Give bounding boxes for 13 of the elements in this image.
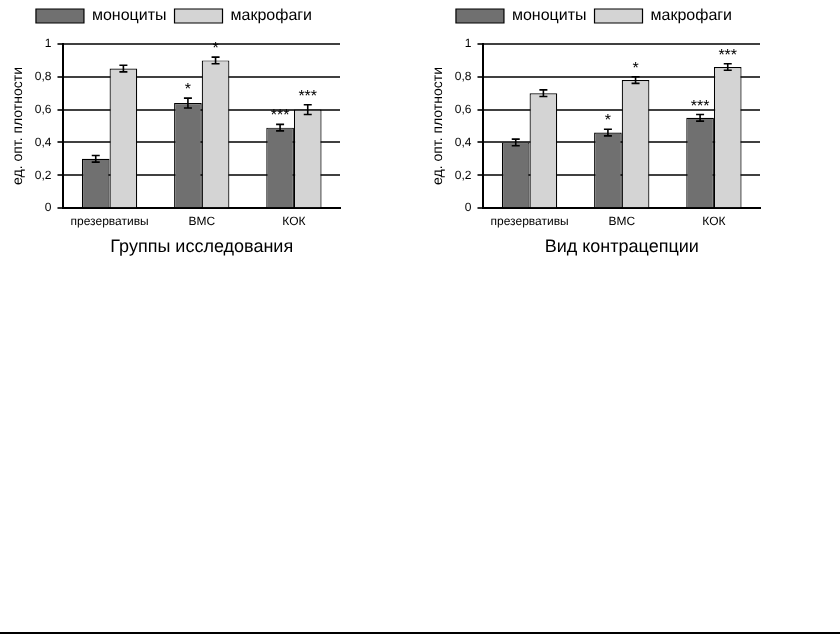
legend-label: моноциты	[511, 6, 588, 25]
annotation: *	[604, 111, 612, 130]
x-axis-title: Группы исследования	[110, 236, 294, 257]
annotation: *	[632, 58, 639, 77]
annotation: ***	[270, 106, 290, 125]
annotation: ***	[718, 45, 738, 64]
annotation: ***	[690, 96, 710, 115]
annotation: *	[184, 80, 192, 99]
legend-label: моноциты	[91, 6, 168, 25]
annotation: ***	[298, 86, 318, 105]
x-axis-title: Вид контрацепции	[544, 236, 699, 257]
legend-label: макрофаги	[650, 6, 733, 25]
legend-label: макрофаги	[230, 6, 313, 25]
